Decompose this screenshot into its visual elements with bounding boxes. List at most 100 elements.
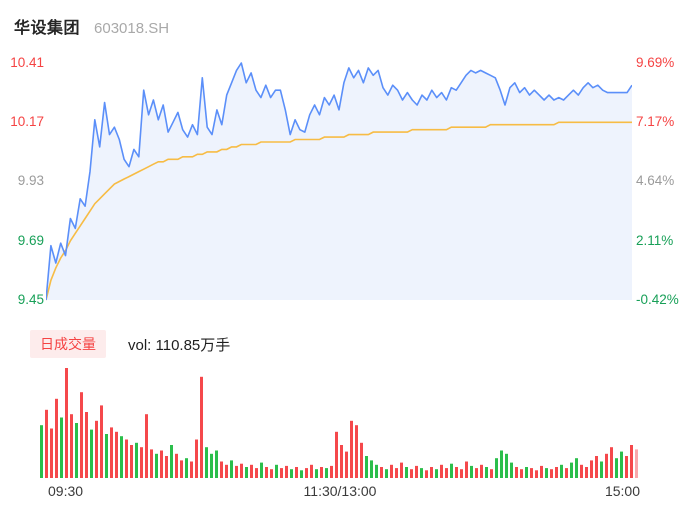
- volume-bar: [540, 465, 543, 478]
- volume-bar: [355, 425, 358, 478]
- volume-bar: [605, 453, 608, 478]
- volume-bar: [465, 461, 468, 478]
- volume-bar: [135, 442, 138, 478]
- volume-bar: [430, 467, 433, 478]
- volume-bar: [340, 445, 343, 478]
- percent-tick-9.69%: 9.69%: [636, 55, 675, 70]
- volume-bar: [580, 464, 583, 478]
- volume-bar: [590, 460, 593, 478]
- volume-bar: [110, 427, 113, 478]
- volume-bar: [505, 453, 508, 478]
- volume-bar: [225, 464, 228, 478]
- volume-bar: [295, 467, 298, 478]
- volume-header: 日成交量 vol: 110.85万手: [30, 330, 230, 358]
- volume-bar: [470, 465, 473, 478]
- volume-bar: [90, 429, 93, 478]
- volume-bar: [195, 439, 198, 478]
- volume-bar: [75, 423, 78, 478]
- volume-bar: [155, 453, 158, 478]
- volume-bar: [405, 467, 408, 478]
- volume-bar: [535, 470, 538, 478]
- volume-bar: [635, 449, 638, 478]
- volume-bar: [385, 469, 388, 478]
- volume-total-label: vol: 110.85万手: [128, 336, 231, 354]
- volume-bar: [615, 458, 618, 478]
- volume-bar: [165, 456, 168, 478]
- volume-bar: [65, 368, 68, 478]
- volume-bar: [620, 451, 623, 478]
- time-label-open: 09:30: [48, 483, 84, 499]
- volume-bar: [200, 376, 203, 478]
- volume-bar: [280, 468, 283, 478]
- price-line-chart[interactable]: [46, 60, 632, 303]
- volume-bar: [120, 436, 123, 478]
- percent-tick-2.11%: 2.11%: [636, 233, 674, 248]
- volume-bar: [210, 453, 213, 478]
- volume-bar: [565, 468, 568, 478]
- volume-bar: [320, 467, 323, 478]
- volume-bar: [215, 450, 218, 478]
- volume-bar: [360, 442, 363, 478]
- volume-bar: [525, 467, 528, 478]
- volume-bar: [490, 469, 493, 478]
- volume-bar: [395, 468, 398, 478]
- volume-bar: [100, 405, 103, 478]
- volume-bar: [305, 468, 308, 478]
- volume-bar: [180, 460, 183, 478]
- price-tick-10.17: 10.17: [10, 114, 44, 129]
- volume-bar: [310, 464, 313, 478]
- volume-bar: [435, 469, 438, 478]
- volume-bar: [105, 434, 108, 478]
- volume-bar: [410, 469, 413, 478]
- volume-bar: [455, 467, 458, 478]
- volume-bar: [365, 456, 368, 478]
- volume-bar: [485, 467, 488, 478]
- volume-bar: [530, 468, 533, 478]
- volume-bar: [595, 456, 598, 478]
- volume-bar: [480, 464, 483, 478]
- volume-bar-chart[interactable]: [40, 364, 640, 478]
- volume-bar: [415, 465, 418, 478]
- volume-bar: [500, 450, 503, 478]
- volume-bar: [230, 460, 233, 478]
- time-label-midday: 11:30/13:00: [303, 483, 377, 499]
- volume-bar: [265, 467, 268, 478]
- volume-bar: [205, 447, 208, 478]
- volume-bar: [570, 462, 573, 478]
- volume-bar: [260, 462, 263, 478]
- price-tick-9.93: 9.93: [17, 173, 44, 188]
- volume-bar: [255, 468, 258, 478]
- volume-bar: [175, 453, 178, 478]
- volume-bar: [420, 468, 423, 478]
- time-label-close: 15:00: [604, 483, 640, 499]
- volume-bar: [300, 470, 303, 478]
- volume-bar: [335, 431, 338, 478]
- volume-bar: [235, 465, 238, 478]
- volume-bar: [440, 464, 443, 478]
- volume-bar: [560, 464, 563, 478]
- volume-bar: [130, 445, 133, 478]
- percent-tick-7.17%: 7.17%: [636, 114, 675, 129]
- volume-bar: [375, 464, 378, 478]
- price-tick-9.45: 9.45: [17, 292, 44, 307]
- volume-bar: [445, 468, 448, 478]
- volume-bar: [275, 464, 278, 478]
- average-price-line: [46, 121, 632, 301]
- volume-tab-badge[interactable]: 日成交量: [30, 330, 106, 358]
- percent-tick-4.64%: 4.64%: [636, 173, 675, 188]
- volume-bar: [285, 465, 288, 478]
- volume-bar: [425, 470, 428, 478]
- volume-bar: [115, 431, 118, 478]
- volume-bar: [40, 425, 43, 478]
- volume-bar: [390, 464, 393, 478]
- price-area-fill: [46, 63, 632, 300]
- volume-bar: [515, 467, 518, 478]
- volume-bar: [50, 428, 53, 478]
- volume-bar: [350, 420, 353, 478]
- volume-bar: [245, 467, 248, 478]
- volume-bar: [240, 463, 243, 478]
- volume-bar: [330, 465, 333, 478]
- stock-header: 华设集团 603018.SH: [14, 14, 169, 38]
- volume-bar: [70, 414, 73, 478]
- volume-bar: [190, 461, 193, 478]
